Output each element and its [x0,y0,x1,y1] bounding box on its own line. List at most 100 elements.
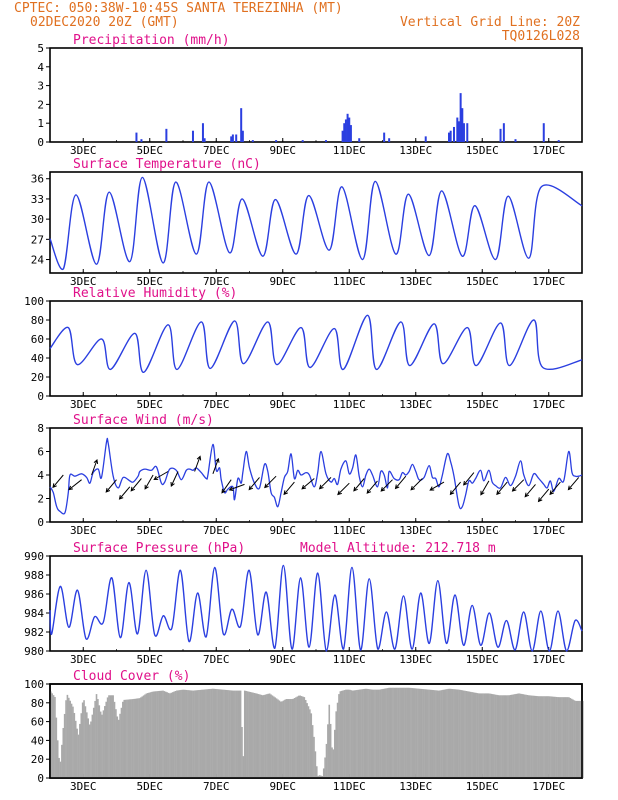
cloud-cover-bar [541,696,544,778]
cloud-cover-bar [527,695,530,778]
temp-title: Surface Temperature (nC) [73,157,261,172]
cloud-cover-bar [261,695,264,778]
precipitation-bar [466,123,469,142]
precip-xtick-label: 9DEC [270,144,297,157]
precip-ytick-label: 1 [37,117,44,130]
cloud-cover-bar [77,734,80,778]
cloud-cover-bar [70,703,73,778]
cloud-cover-bar [552,696,555,778]
pressure-xtick-label: 11DEC [333,653,366,666]
cloud-cover-bar [406,687,408,778]
wind-speed-line [49,437,583,515]
pressure-xtick-label: 5DEC [137,653,164,666]
cloud-cover-bar [92,707,95,778]
wind-direction-arrow [212,457,220,474]
cloud-cover-bar [223,689,225,778]
precipitation-bar [448,132,450,142]
cloud-cover-bar [160,690,163,778]
cloud-cover-bar [576,700,579,778]
cloud-cover-bar [379,689,382,778]
cloud-cover-bar [408,687,411,778]
cloud-cover-bar [450,688,452,778]
cloud-cover-bar [145,693,148,778]
cloud-plot-frame-overlay [49,683,583,779]
cloud-cover-bar [503,695,505,778]
cloud-cover-bar [302,696,304,778]
cloud-cover-bar [135,698,138,778]
cloud-cover-bar [72,706,74,778]
cloud-cover-bar [178,690,181,778]
cloud-cover-bar [299,695,301,778]
cloud-cover-bar [117,719,120,778]
cloud-cover-bar [293,698,296,778]
cloud-ytick-label: 20 [31,753,44,766]
cloud-cover-bar [59,761,62,778]
cloud-cover-bar [557,697,559,778]
precip-xtick-label: 13DEC [399,144,432,157]
cloud-cover-bar [498,695,501,778]
cloud-cover-bar [88,724,91,778]
cloud-cover-bar [105,701,108,778]
wind-direction-arrow [318,477,332,490]
cloud-cover-bar [159,690,162,778]
cloud-cover-bar [412,688,415,778]
cloud-cover-bar [440,690,443,778]
wind-direction-arrow [496,481,508,496]
cloud-xtick-label: 9DEC [270,780,297,793]
cloud-cover-bar [181,689,184,778]
precipitation-bar [231,134,234,142]
cloud-cover-bar [536,696,538,778]
wind-title: Surface Wind (m/s) [73,413,214,428]
cloud-cover-bar [332,749,335,778]
cloud-cover-bar [189,690,192,778]
rh-xtick-label: 5DEC [137,398,164,411]
cloud-cover-bar [185,689,188,778]
cloud-cover-bar [350,690,353,778]
cloud-cover-bar [151,691,153,778]
cloud-cover-bar [478,693,480,778]
cloud-cover-bar [149,692,152,778]
cloud-cover-bar [296,696,299,778]
cloud-cover-bar [152,691,155,778]
cloud-cover-bar [575,700,577,778]
cloud-cover-bar [199,689,202,778]
precip-xtick-label: 5DEC [137,144,164,157]
cloud-cover-bar [411,688,414,778]
cloud-cover-bar [99,711,102,778]
cloud-cover-bar [201,689,203,778]
cloud-cover-bar [127,699,130,778]
cloud-cover-bar [148,692,150,778]
cloud-cover-bar [213,688,216,778]
cloud-cover-bar [468,691,470,778]
wind-direction-arrow [52,474,64,489]
rh-ytick-label: 0 [37,390,44,403]
wind-direction-arrow [91,459,99,476]
cloud-cover-bar [221,689,224,778]
cloud-cover-bar [579,700,581,778]
cloud-cover-bar [162,690,164,778]
precip-xtick-label: 17DEC [532,144,565,157]
precip-ytick-label: 3 [37,80,44,93]
cloud-cover-bar [237,690,239,778]
cloud-cover-bar [511,694,513,778]
cloud-cover-bar [317,775,319,778]
cloud-cover-bar [400,687,403,778]
cloud-cover-bar [297,695,300,778]
pressure-ytick-label: 984 [24,607,44,620]
rh-ytick-label: 60 [31,333,44,346]
cloud-cover-bar [142,695,145,778]
cloud-cover-bar [274,697,277,778]
cloud-cover-bar [76,728,78,778]
precipitation-bar [275,140,278,142]
cloud-cover-bar [325,743,328,778]
cloud-cover-bar [521,693,523,778]
humidity-panel: 0 20 40 60 80 100 3DEC 5DEC 7DEC 9DEC 11DEC 13DEC 15… [24,286,583,411]
temp-xtick-label: 17DEC [532,275,565,288]
cloud-cover-bar [455,689,458,778]
precip-xtick-label: 3DEC [70,144,97,157]
cloud-cover-bar [321,776,324,778]
cloud-cover-bar [415,688,418,778]
cloud-cover-bar [141,696,144,778]
temp-xtick-label: 11DEC [333,275,366,288]
